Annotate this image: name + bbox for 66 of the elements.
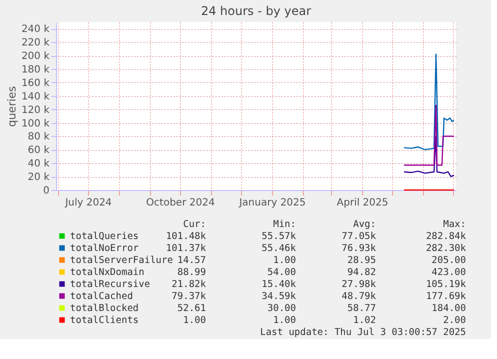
y-tick-label: 0 (43, 186, 50, 196)
y-tick-label: 200 k (21, 51, 50, 62)
text: 88.99 (177, 267, 206, 278)
text: 94.82 (347, 267, 376, 278)
y-tick-label: 220 k (21, 38, 50, 49)
text: 14.57 (177, 255, 206, 266)
text: 177.69k (426, 291, 466, 302)
text: 1.02 (353, 315, 376, 326)
text: 1.00 (273, 255, 296, 266)
text: 34.59k (262, 291, 296, 302)
chart-title: 24 hours - by year (200, 4, 312, 18)
text: 2.00 (443, 315, 466, 326)
legend-label: totalNxDomain (70, 267, 144, 278)
text: 282.30k (426, 243, 466, 254)
text: Last update: Thu Jul 3 03:00:57 2025 (260, 327, 466, 338)
y-tick-label: 60 k (28, 145, 50, 156)
text: 79.37k (172, 291, 206, 302)
text: 76.93k (342, 243, 376, 254)
text: 27.98k (342, 279, 376, 290)
text: 55.57k (262, 231, 296, 242)
y-tick-label: 100 k (21, 118, 50, 130)
legend-label: totalNoError (70, 243, 139, 254)
text: 423.00 (432, 267, 466, 278)
text: 15.40k (262, 279, 296, 290)
line-series (403, 136, 455, 178)
text: Cur: (183, 219, 206, 230)
x-tick-label: April 2025 (336, 198, 388, 208)
text: 1.00 (183, 315, 206, 326)
text: Max: (443, 219, 466, 230)
y-tick-label: 160 k (21, 78, 50, 89)
text: 205.00 (432, 255, 466, 266)
text: 77.05k (342, 231, 376, 242)
legend-label: totalClients (70, 315, 139, 326)
text: 52.61 (177, 303, 206, 314)
text: Min: (273, 219, 296, 230)
text: 28.95 (347, 255, 376, 266)
y-tick-label: 180 k (21, 64, 50, 76)
text: 54.00 (267, 267, 296, 278)
y-tick-label: 120 k (21, 104, 50, 116)
text: 55.46k (262, 243, 296, 254)
y-tick-label: 40 k (28, 158, 50, 170)
text: 101.37k (166, 243, 206, 254)
y-tick-label: 80 k (28, 132, 50, 143)
text: 282.84k (426, 231, 466, 242)
text: Avg: (353, 219, 376, 230)
text: 58.77 (347, 303, 376, 314)
x-tick-label: January 2025 (238, 198, 306, 208)
legend-label: totalQueries (70, 231, 139, 242)
text: 101.48k (166, 231, 206, 242)
y-axis-title: queries (5, 86, 18, 127)
text: 1.00 (273, 315, 296, 326)
line-series (403, 54, 455, 150)
x-tick-label: October 2024 (146, 198, 215, 208)
text: 30.00 (267, 303, 296, 314)
legend-label: totalServerFailure (70, 255, 174, 266)
y-tick-label: 240 k (21, 24, 50, 36)
text: 21.82k (172, 279, 206, 290)
x-tick-label: July 2024 (64, 198, 112, 208)
legend-label: totalBlocked (70, 303, 139, 314)
y-tick-label: 140 k (21, 91, 50, 102)
y-tick-label: 20 k (28, 172, 50, 184)
text: 105.19k (426, 279, 466, 290)
text: 48.79k (342, 291, 376, 302)
text: 184.00 (432, 303, 466, 314)
legend-label: totalRecursive (70, 279, 150, 290)
legend-label: totalCached (70, 291, 133, 302)
